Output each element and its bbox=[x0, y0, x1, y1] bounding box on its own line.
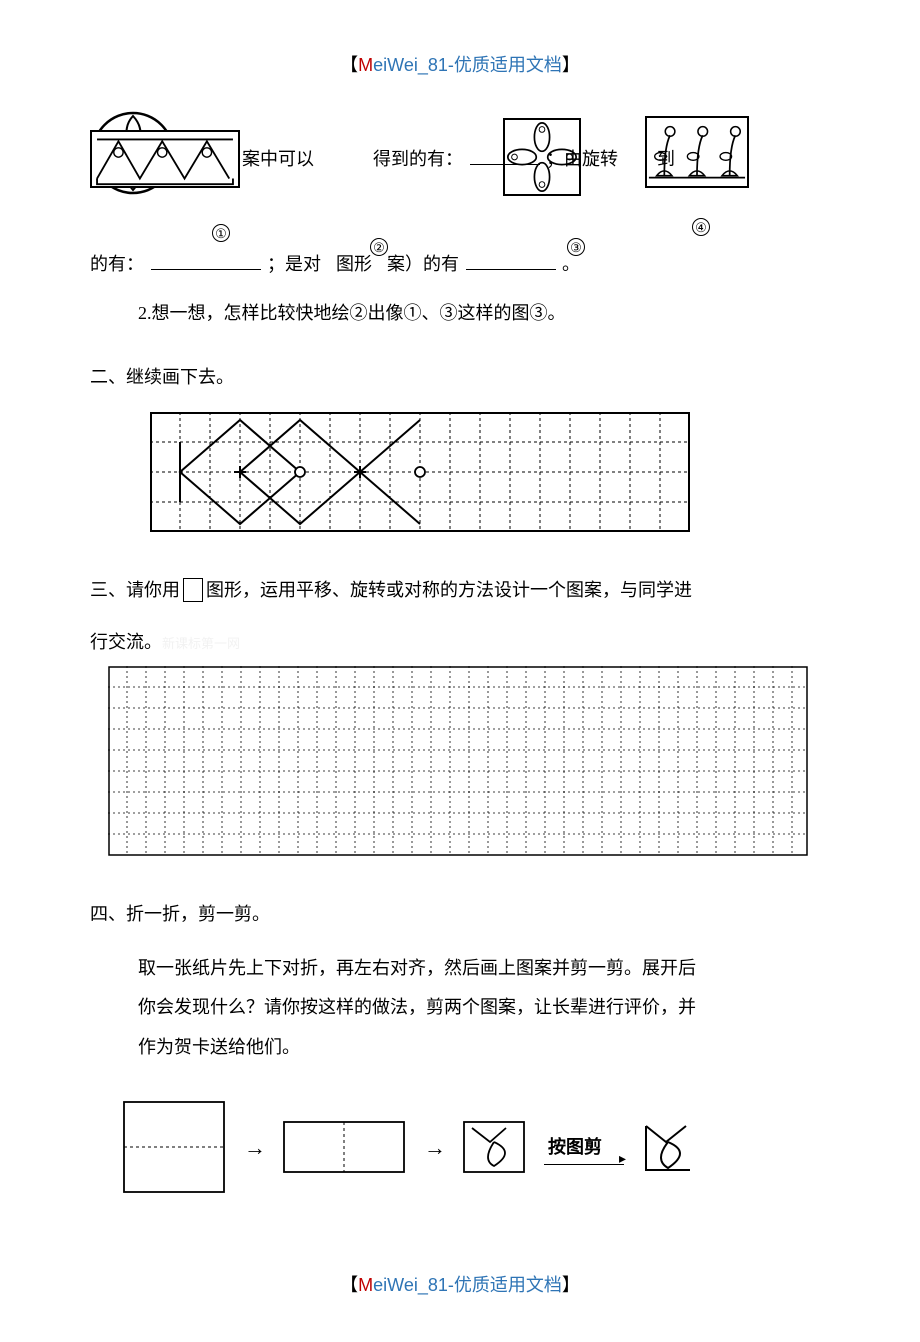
section4-body: 取一张纸片先上下对折，再左右对齐，然后画上图案并剪一剪。展开后 你会发现什么？请… bbox=[90, 949, 830, 1068]
s3-b: 图形，运用平移、旋转或对称的方法设计一个图案，与同学进 bbox=[206, 580, 692, 600]
cut-label: 按图剪 bbox=[548, 1137, 602, 1157]
brand-rest: eiWei_81-优质适用文档 bbox=[373, 55, 562, 75]
tiny-rect-icon bbox=[183, 578, 203, 602]
section3-line2: 行交流。新课标第一网 bbox=[90, 625, 830, 659]
q1l2-b: ；是对 bbox=[267, 254, 321, 274]
section2-head: 二、继续画下去。 bbox=[90, 360, 830, 394]
figure-1-crown bbox=[90, 130, 240, 188]
s3-light: 新课标第一网 bbox=[162, 636, 240, 651]
design-grid bbox=[108, 666, 808, 867]
brand-bracket-r: 】 bbox=[562, 1275, 580, 1295]
brand-m: M bbox=[358, 1275, 373, 1295]
s3-a: 三、请你用 bbox=[90, 580, 180, 600]
section3-head: 三、请你用 图形，运用平移、旋转或对称的方法设计一个图案，与同学进 bbox=[90, 573, 830, 607]
cut-arrow: 按图剪 bbox=[544, 1130, 624, 1165]
page-header: 【MeiWei_81-优质适用文档】 bbox=[90, 48, 830, 82]
q1l2-d: 案）的有 bbox=[387, 254, 459, 274]
s4-b1: 取一张纸片先上下对折，再左右对齐，然后画上图案并剪一剪。展开后 bbox=[138, 949, 830, 989]
continue-grid bbox=[150, 412, 690, 543]
arrow-icon: → bbox=[424, 1127, 446, 1169]
s4-b2: 你会发现什么？请你按这样的做法，剪两个图案，让长辈进行评价，并 bbox=[138, 988, 830, 1028]
fold-step4 bbox=[638, 1118, 708, 1178]
section4-head: 四、折一折，剪一剪。 bbox=[90, 897, 830, 931]
q1l2-e: 。 bbox=[562, 254, 580, 274]
q1-line2: 的有： ；是对 图形 案）的有 。 bbox=[90, 244, 830, 285]
brand-m: M bbox=[358, 55, 373, 75]
fold-step1 bbox=[120, 1098, 230, 1198]
brand-bracket-l: 【 bbox=[340, 55, 358, 75]
q1-t1: 案中可以 bbox=[242, 149, 314, 169]
q1-sub2: 2.想一想，怎样比较快地绘②出像①、③这样的图③。 bbox=[90, 296, 830, 330]
brand-bracket-r: 】 bbox=[562, 55, 580, 75]
q1l2-c: 图形 bbox=[336, 254, 372, 274]
label-4: ④ bbox=[690, 210, 712, 242]
q1-sub2-text: 2.想一想，怎样比较快地绘②出像①、③这样的图③。 bbox=[138, 303, 566, 323]
q1-t4: 到 bbox=[657, 149, 675, 169]
q1-overlay: 案中可以 得到的有： ；由旋转 到 bbox=[242, 140, 802, 180]
page-footer: 【MeiWei_81-优质适用文档】 bbox=[90, 1268, 830, 1302]
fold-step3 bbox=[460, 1118, 530, 1178]
q1-t3: ；由旋转 bbox=[546, 149, 618, 169]
brand-rest: eiWei_81-优质适用文档 bbox=[373, 1275, 562, 1295]
figures-row: ① ② ③ ④ 案中可以 得到的有： ；由旋转 到 bbox=[90, 110, 830, 250]
brand-bracket-l: 【 bbox=[340, 1275, 358, 1295]
arrow-icon: → bbox=[244, 1127, 266, 1169]
fold-sequence: → → 按图剪 bbox=[120, 1098, 830, 1198]
s4-b3: 作为贺卡送给他们。 bbox=[138, 1028, 830, 1068]
s3-c: 行交流。 bbox=[90, 632, 162, 652]
q1-t2: 得到的有： bbox=[373, 149, 463, 169]
q1l2-a: 的有： bbox=[90, 254, 144, 274]
fold-step2 bbox=[280, 1118, 410, 1178]
